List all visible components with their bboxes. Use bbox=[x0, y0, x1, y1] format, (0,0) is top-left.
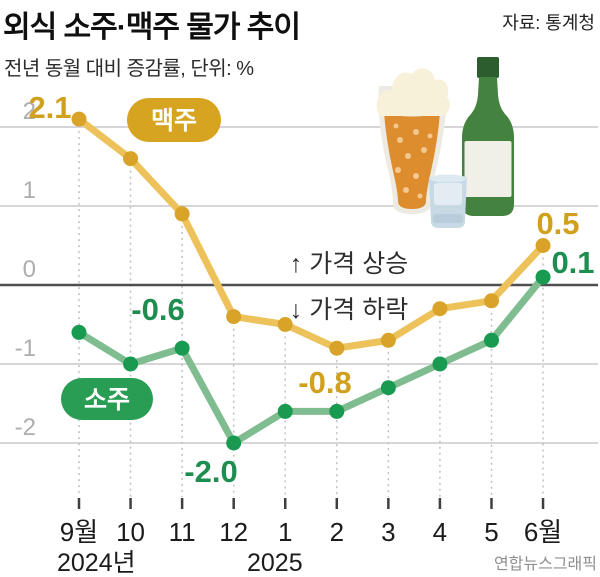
chart-subtitle: 전년 동월 대비 증감률, 단위: % bbox=[4, 58, 254, 80]
point-value-label: -0.6 bbox=[131, 292, 184, 327]
soju-data-point bbox=[174, 340, 190, 356]
beer-data-point bbox=[71, 111, 87, 127]
point-value-label: -0.8 bbox=[298, 365, 351, 400]
soju-data-point bbox=[535, 269, 551, 285]
x-tick-label: 12 bbox=[219, 517, 248, 547]
x-tick-label: 2 bbox=[330, 517, 344, 547]
x-tick-label: 3 bbox=[381, 517, 395, 547]
beer-data-point bbox=[123, 151, 139, 167]
beer-line bbox=[75, 115, 547, 352]
x-tick-label: 4 bbox=[433, 517, 447, 547]
beer-data-point bbox=[174, 206, 190, 222]
x-tick-label: 9월 bbox=[60, 517, 98, 547]
y-tick-label: -1 bbox=[15, 335, 36, 362]
price-up-annotation: ↑ 가격 상승 bbox=[290, 250, 408, 278]
year-label: 2025 bbox=[247, 549, 303, 577]
beer-badge bbox=[127, 98, 221, 142]
y-tick-label: 1 bbox=[23, 177, 36, 204]
soju-data-point bbox=[226, 435, 242, 451]
price-down-annotation: ↓ 가격 하락 bbox=[290, 296, 408, 324]
x-tick-label: 11 bbox=[169, 517, 196, 547]
beer-badge-label: 맥주 bbox=[151, 107, 197, 135]
page-title: 외식 소주·맥주 물가 추이 bbox=[3, 11, 301, 44]
soju-data-point bbox=[432, 356, 448, 372]
point-value-label: 0.1 bbox=[551, 245, 594, 280]
soju-data-point bbox=[329, 403, 345, 419]
series-lines bbox=[71, 111, 551, 451]
point-value-label: 0.5 bbox=[536, 206, 579, 241]
annotations: ↑ 가격 상승 ↓ 가격 하락 bbox=[290, 250, 408, 324]
soju-data-point bbox=[277, 403, 293, 419]
x-tick-label: 5 bbox=[484, 517, 498, 547]
point-value-label: -2.0 bbox=[184, 454, 237, 489]
beer-data-point bbox=[483, 293, 499, 309]
x-tick-label: 10 bbox=[116, 517, 145, 547]
shot-glass-icon bbox=[429, 174, 467, 228]
soju-data-point bbox=[483, 332, 499, 348]
soju-badge bbox=[61, 378, 153, 420]
credit: 연합뉴스그래픽 bbox=[494, 555, 597, 573]
year-label: 2024년 bbox=[57, 549, 136, 577]
gridlines bbox=[0, 126, 598, 444]
soju-data-point bbox=[71, 324, 87, 340]
beer-data-point bbox=[432, 301, 448, 317]
beer-data-point bbox=[535, 238, 551, 253]
beer-data-point bbox=[380, 332, 396, 348]
y-axis-labels: 2 1 0 -1 -2 bbox=[15, 98, 36, 441]
soju-line bbox=[75, 273, 547, 447]
credit-label: 연합뉴스그래픽 bbox=[494, 555, 597, 573]
x-tick-label: 6월 bbox=[524, 517, 562, 547]
y-tick-label: -2 bbox=[15, 414, 36, 441]
beer-data-point bbox=[329, 340, 345, 356]
x-tick-label: 1 bbox=[278, 517, 292, 547]
y-tick-label: 0 bbox=[23, 256, 36, 283]
beer-data-point bbox=[226, 309, 242, 325]
soju-bottle-icon bbox=[462, 57, 514, 216]
soju-badge-label: 소주 bbox=[84, 386, 130, 414]
point-value-labels: 2.1 -0.8 0.5 -0.6 -2.0 0.1 bbox=[28, 90, 594, 489]
soju-data-point bbox=[380, 380, 396, 396]
beer-data-point bbox=[277, 317, 293, 332]
soju-data-point bbox=[123, 356, 139, 372]
y-tick-label: 2 bbox=[23, 98, 36, 125]
drinks-illustration bbox=[376, 57, 514, 228]
point-value-label: 2.1 bbox=[28, 90, 71, 125]
data-source-label: 자료: 통계청 bbox=[502, 13, 595, 33]
